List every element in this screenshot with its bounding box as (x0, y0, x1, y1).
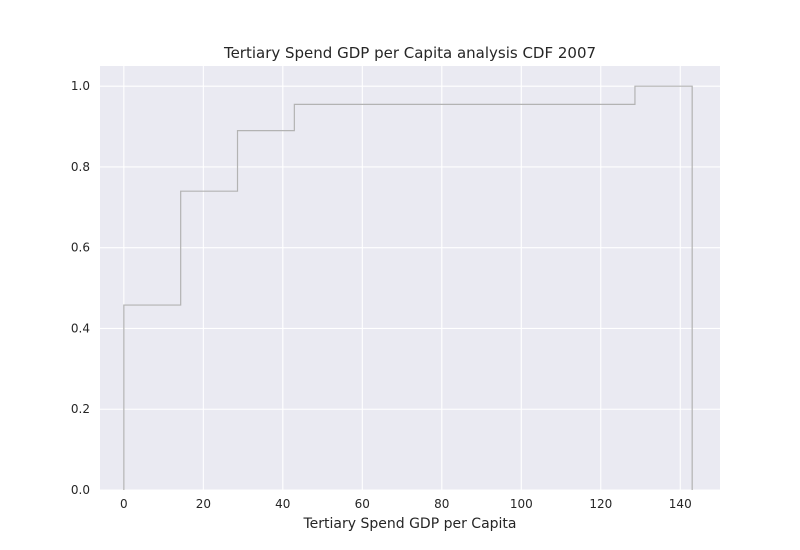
x-tick-label: 20 (196, 497, 211, 511)
x-tick-label: 120 (589, 497, 612, 511)
x-tick-label: 100 (510, 497, 533, 511)
x-tick-label: 80 (434, 497, 449, 511)
x-axis-label: Tertiary Spend GDP per Capita (302, 516, 516, 532)
y-tick-label: 1.0 (71, 79, 90, 93)
series-layer (123, 85, 693, 490)
chart-title: Tertiary Spend GDP per Capita analysis C… (223, 44, 596, 62)
grid-lines (100, 66, 720, 491)
x-tick-label: 60 (355, 497, 370, 511)
x-tick-labels: 0 20 40 60 80 100 120 140 (120, 497, 692, 511)
y-tick-label: 0.2 (71, 402, 90, 416)
x-tick-label: 140 (669, 497, 692, 511)
cdf-series-line (123, 85, 693, 490)
y-tick-label: 0.6 (71, 241, 90, 255)
plot-area (100, 66, 720, 490)
y-tick-labels: 0.0 0.2 0.4 0.6 0.8 1.0 (71, 79, 90, 497)
x-tick-label: 0 (120, 497, 128, 511)
y-tick-label: 0.0 (71, 483, 90, 497)
y-tick-label: 0.8 (71, 160, 90, 174)
y-tick-label: 0.4 (71, 321, 90, 335)
x-tick-label: 40 (275, 497, 290, 511)
